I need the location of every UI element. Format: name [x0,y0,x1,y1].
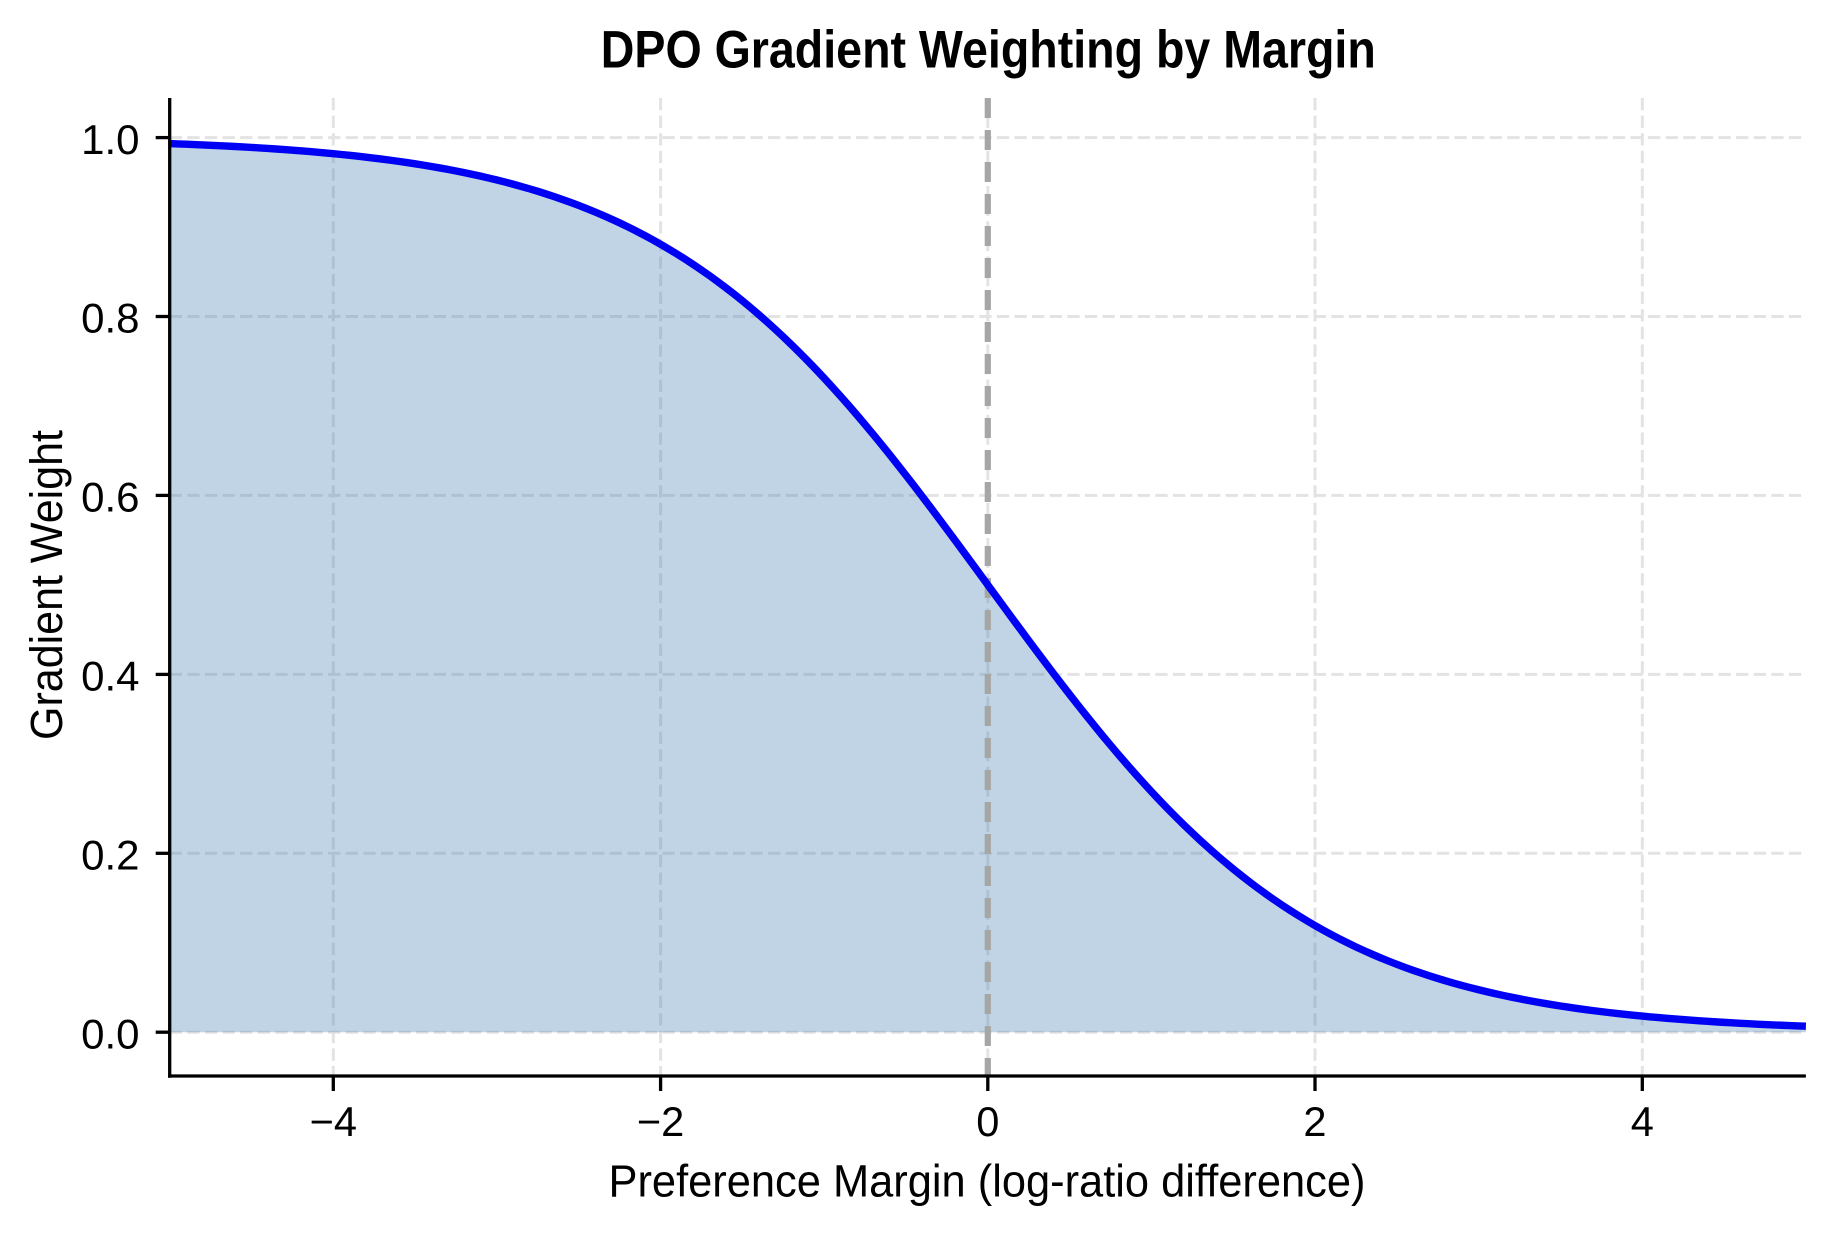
svg-text:−2: −2 [637,1098,684,1145]
svg-text:0.4: 0.4 [81,653,139,700]
svg-text:0.8: 0.8 [81,295,139,342]
svg-text:0.0: 0.0 [81,1010,139,1057]
svg-text:−4: −4 [310,1098,357,1145]
svg-text:0: 0 [976,1098,999,1145]
svg-text:Gradient Weight: Gradient Weight [21,430,72,740]
svg-text:4: 4 [1631,1098,1654,1145]
svg-text:2: 2 [1303,1098,1326,1145]
svg-text:1.0: 1.0 [81,116,139,163]
svg-text:Preference Margin (log-ratio d: Preference Margin (log-ratio difference) [609,1155,1366,1206]
svg-text:DPO Gradient Weighting by Marg: DPO Gradient Weighting by Margin [601,21,1376,80]
svg-text:0.2: 0.2 [81,832,139,879]
svg-text:0.6: 0.6 [81,474,139,521]
